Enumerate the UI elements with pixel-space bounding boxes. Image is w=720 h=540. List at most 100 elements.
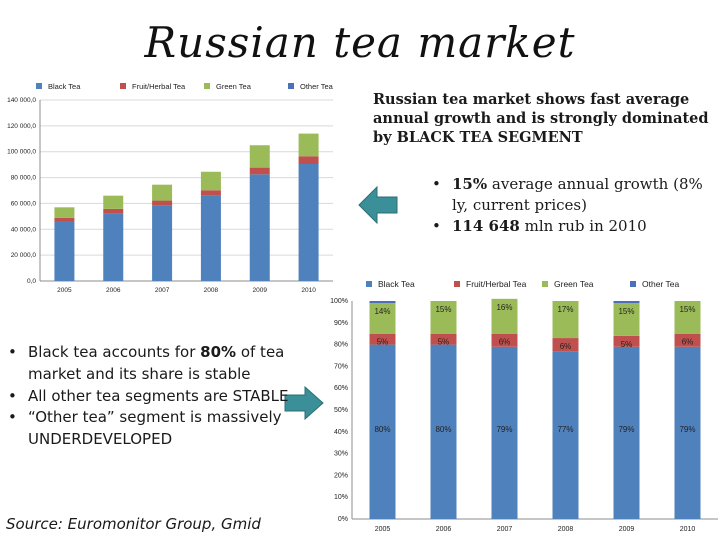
bullet-text: “Other tea” segment is massively UNDERDE… — [28, 408, 282, 449]
bar-segment — [152, 200, 173, 206]
x-tick-label: 2006 — [436, 526, 452, 533]
data-label: 15% — [679, 305, 695, 314]
other-segments-bullet: All other tea segments are STABLE — [6, 386, 306, 408]
x-tick-label: 2005 — [57, 287, 72, 294]
y-tick-label: 50% — [334, 407, 348, 414]
y-tick-label: 30% — [334, 451, 348, 458]
growth-bullet: 15% average annual growth (8% ly, curren… — [430, 174, 720, 216]
legend-swatch — [366, 281, 372, 287]
data-label: 6% — [560, 342, 572, 351]
bar-segment — [152, 184, 173, 201]
bar-segment — [613, 301, 640, 304]
data-label: 80% — [435, 425, 451, 434]
bar-segment — [249, 145, 270, 168]
market-summary: Russian tea market shows fast average an… — [373, 91, 709, 146]
left-arrow-icon — [358, 186, 398, 224]
data-label: 15% — [435, 305, 451, 314]
data-label: 5% — [621, 340, 633, 349]
bar-segment — [613, 346, 640, 519]
data-label: 15% — [618, 307, 634, 316]
bar-segment — [54, 221, 75, 281]
market-size-bullet: 114 648 mln rub in 2010 — [430, 216, 720, 237]
market-size-text: mln rub in 2010 — [519, 217, 647, 235]
y-tick-label: 120 000,0 — [7, 123, 36, 130]
y-tick-label: 140 000,0 — [7, 97, 36, 104]
x-tick-label: 2006 — [106, 287, 121, 294]
x-tick-label: 2007 — [497, 526, 513, 533]
legend-swatch — [454, 281, 460, 287]
bar-segment — [103, 213, 124, 281]
x-tick-label: 2005 — [375, 526, 391, 533]
bullet-text: of tea market and its share is stable — [28, 343, 285, 383]
bar-segment — [369, 301, 396, 304]
legend-label: Green Tea — [216, 82, 252, 91]
bar-segment — [430, 333, 457, 345]
y-tick-label: 0,0 — [27, 278, 36, 285]
bar-segment — [249, 167, 270, 175]
legend-label: Green Tea — [554, 279, 594, 289]
bar-segment — [491, 298, 518, 334]
x-tick-label: 2009 — [619, 526, 635, 533]
bar-segment — [491, 333, 518, 347]
growth-rate-text: average annual growth (8% ly, current pr… — [452, 175, 703, 214]
x-tick-label: 2010 — [680, 526, 696, 533]
data-label: 79% — [679, 425, 695, 434]
bar-segment — [674, 346, 701, 519]
data-label: 17% — [557, 305, 573, 314]
data-label: 80% — [374, 425, 390, 434]
data-label: 5% — [438, 338, 450, 347]
market-size-value: 114 648 — [452, 217, 520, 235]
sales-stacked-bar-chart: Black Tea Fruit/Herbal Tea Green Tea Other … — [7, 82, 334, 294]
legend-label: Fruit/Herbal Tea — [132, 82, 186, 91]
bar-segment — [552, 338, 579, 352]
legend-label: Other Tea — [642, 279, 679, 289]
y-tick-label: 70% — [334, 363, 348, 370]
y-tick-label: 20 000,0 — [11, 252, 37, 259]
data-label: 16% — [496, 303, 512, 312]
other-tea-bullet: “Other tea” segment is massively UNDERDE… — [6, 407, 306, 451]
bar-segment — [674, 301, 701, 334]
legend-label: Black Tea — [48, 82, 81, 91]
data-label: 6% — [499, 338, 511, 347]
x-tick-label: 2010 — [301, 287, 316, 294]
legend-swatch — [630, 281, 636, 287]
legend-swatch — [36, 83, 42, 89]
bar-segment — [430, 344, 457, 519]
bar-segment — [674, 333, 701, 347]
x-tick-label: 2007 — [155, 287, 170, 294]
black-tea-share-value: 80% — [200, 343, 237, 361]
bar-segment — [552, 351, 579, 519]
y-tick-label: 90% — [334, 320, 348, 327]
bar-segment — [249, 174, 270, 281]
black-tea-share-bullet: Black tea accounts for 80% of tea market… — [6, 342, 306, 386]
legend-label: Fruit/Herbal Tea — [466, 279, 527, 289]
slide-title: Russian tea market — [144, 18, 576, 67]
legend-swatch — [204, 83, 210, 89]
bar-segment — [298, 163, 319, 281]
growth-bullet-list: 15% average annual growth (8% ly, curren… — [430, 174, 720, 237]
bar-segment — [103, 208, 124, 214]
share-bullet-list: Black tea accounts for 80% of tea market… — [6, 342, 306, 451]
y-tick-label: 100 000,0 — [7, 149, 36, 156]
bar-segment — [152, 205, 173, 281]
x-tick-label: 2008 — [558, 526, 574, 533]
bar-segment — [200, 171, 221, 191]
y-tick-label: 0% — [338, 516, 348, 523]
y-tick-label: 20% — [334, 472, 348, 479]
bar-segment — [369, 303, 396, 334]
bullet-text: All other tea segments are STABLE — [28, 386, 289, 405]
y-tick-label: 40% — [334, 429, 348, 436]
data-label: 5% — [377, 338, 389, 347]
bar-segment — [103, 195, 124, 209]
y-tick-label: 100% — [330, 298, 348, 305]
bar-segment — [613, 335, 640, 347]
y-tick-label: 80 000,0 — [11, 175, 37, 182]
legend-label: Other Tea — [300, 82, 334, 91]
data-label: 77% — [557, 425, 573, 434]
legend-swatch — [542, 281, 548, 287]
bar-segment — [54, 217, 75, 222]
source-note: Source: Euromonitor Group, Gmid — [6, 515, 261, 533]
bar-segment — [613, 303, 640, 336]
bar-segment — [200, 195, 221, 281]
y-tick-label: 40 000,0 — [11, 226, 37, 233]
